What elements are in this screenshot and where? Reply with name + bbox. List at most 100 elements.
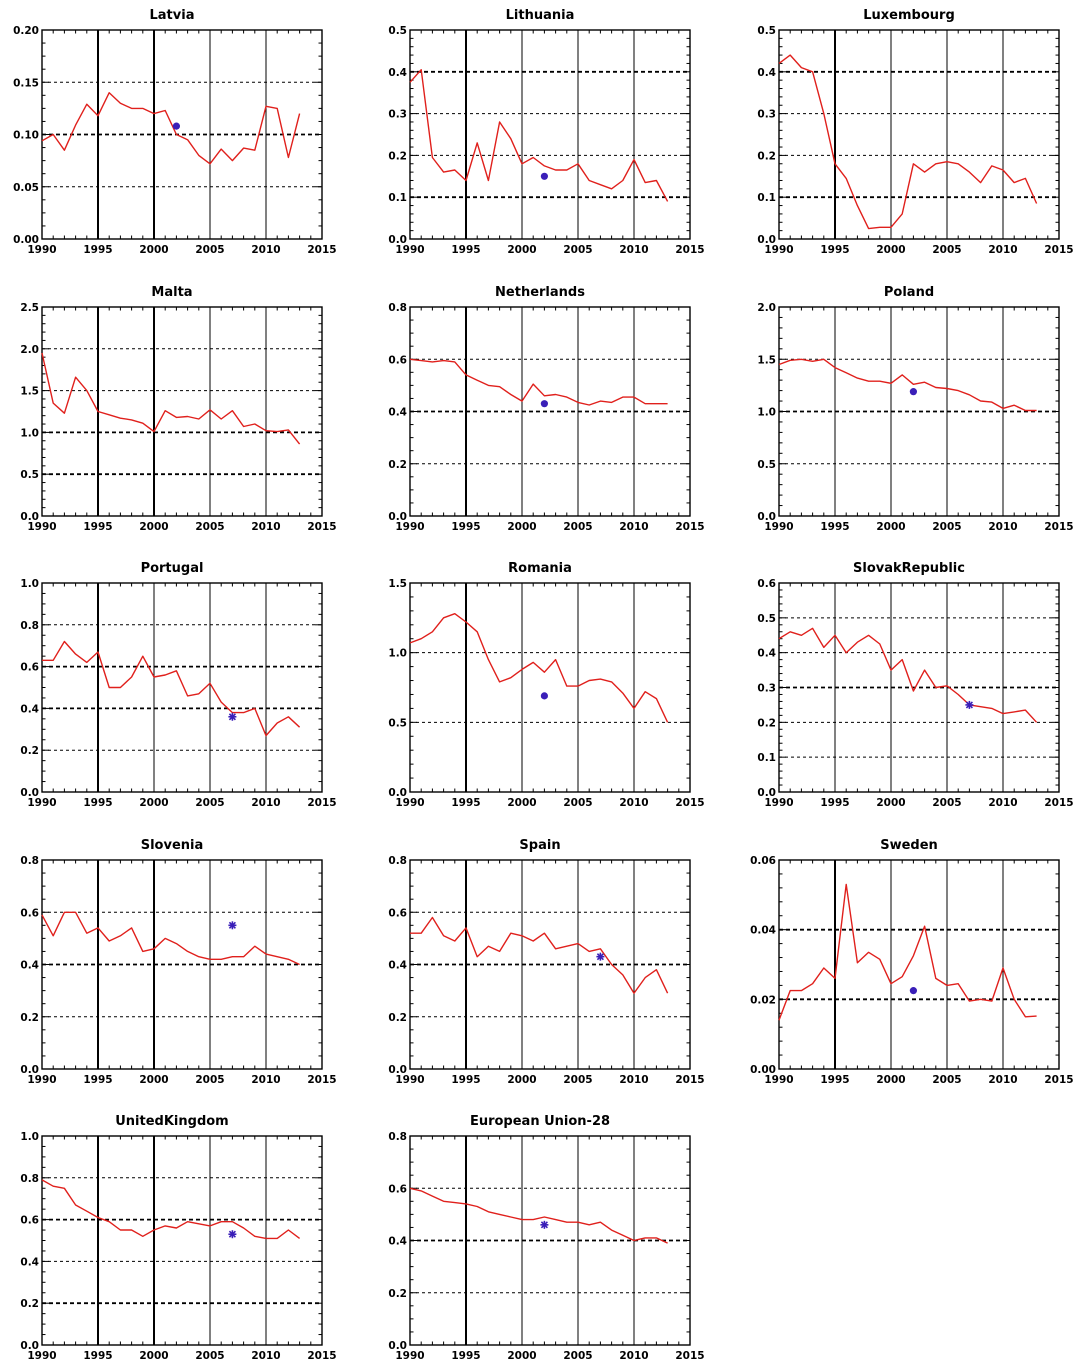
data-marker (596, 952, 605, 961)
y-tick-label: 1.0 (20, 578, 39, 590)
x-tick-label: 2000 (507, 1074, 536, 1086)
x-tick-label: 2005 (195, 797, 224, 809)
y-tick-label: 0.05 (13, 182, 39, 194)
x-tick-label: 2015 (675, 1074, 704, 1086)
y-tick-label: 0.00 (13, 234, 39, 246)
chart-svg: 0.0 0.2 0.4 0.6 0.8 1990 1995 2000 2005 2010 2015 (388, 302, 704, 533)
y-tick-label: 0.5 (388, 717, 407, 729)
plot-frame (41, 1135, 323, 1346)
x-tick-label: 2010 (251, 244, 280, 256)
x-tick-label: 2015 (675, 521, 704, 533)
x-tick-label: 1990 (395, 244, 424, 256)
y-tick-label: 0.6 (20, 662, 39, 674)
y-tick-label: 0.2 (20, 745, 39, 757)
y-tick-label: 0.8 (388, 1131, 407, 1143)
x-tick-label: 2015 (675, 797, 704, 809)
x-tick-label: 1995 (83, 1074, 112, 1086)
x-tick-label: 2005 (932, 521, 961, 533)
y-tick-label: 0.6 (20, 1215, 39, 1227)
x-tick-label: 1995 (451, 797, 480, 809)
x-tick-label: 2015 (307, 521, 336, 533)
chart-title: UnitedKingdom (115, 1114, 229, 1129)
y-tick-label: 0.0 (388, 1064, 407, 1076)
x-tick-label: 1990 (27, 1350, 56, 1362)
y-tick-label: 0.4 (388, 407, 407, 419)
x-tick-label: 1990 (27, 244, 56, 256)
x-tick-label: 2000 (139, 797, 168, 809)
x-tick-label: 1990 (395, 521, 424, 533)
x-tick-label: 1995 (451, 1074, 480, 1086)
y-tick-label: 0.8 (388, 855, 407, 867)
series-line (41, 91, 301, 165)
data-marker (540, 1220, 549, 1229)
chart-title: Romania (508, 561, 572, 576)
plot-frame (41, 582, 323, 793)
chart-panel: Lithuania 0.0 0.1 0.2 0.3 0.4 0.5 1990 1995 2000 2… (370, 8, 710, 258)
y-tick-label: 0.3 (388, 109, 407, 121)
chart-panel: UnitedKingdom 0.0 0.2 0.4 0.6 0.8 1.0 1990 1995 2… (2, 1114, 342, 1364)
x-tick-label: 2000 (139, 244, 168, 256)
x-tick-label: 1990 (27, 521, 56, 533)
y-tick-label: 1.0 (388, 648, 407, 660)
x-tick-label: 2005 (563, 1350, 592, 1362)
y-tick-label: 0.0 (757, 511, 776, 523)
x-tick-label: 2000 (139, 1074, 168, 1086)
chart-svg: 0.00 0.05 0.10 0.15 0.20 1990 1995 2000 2005 2010… (13, 25, 337, 256)
x-tick-label: 2005 (195, 1350, 224, 1362)
plot-frame (778, 29, 1060, 240)
series-line (41, 352, 301, 445)
x-tick-label: 2005 (932, 797, 961, 809)
x-tick-label: 2010 (619, 521, 648, 533)
y-tick-label: 0.02 (750, 994, 776, 1006)
y-tick-label: 0.2 (388, 1288, 407, 1300)
y-tick-label: 0.2 (388, 459, 407, 471)
y-tick-label: 0.8 (20, 855, 39, 867)
y-tick-label: 0.0 (388, 1340, 407, 1352)
chart-title: Netherlands (495, 285, 585, 300)
x-tick-label: 2010 (251, 1350, 280, 1362)
x-tick-label: 2015 (1044, 244, 1073, 256)
x-tick-label: 1995 (451, 521, 480, 533)
chart-title: Sweden (880, 838, 938, 853)
y-tick-label: 0.3 (757, 683, 776, 695)
y-tick-label: 0.1 (757, 192, 776, 204)
chart-title: Spain (519, 838, 561, 853)
x-tick-label: 1995 (451, 244, 480, 256)
series-line (410, 916, 669, 994)
y-tick-label: 0.5 (388, 25, 407, 37)
y-tick-label: 0.6 (757, 578, 776, 590)
data-marker (909, 987, 917, 995)
y-tick-label: 0.04 (750, 925, 776, 937)
y-tick-label: 0.6 (388, 354, 407, 366)
data-marker (228, 1230, 237, 1239)
y-tick-label: 0.4 (20, 1256, 39, 1268)
x-tick-label: 1990 (395, 1074, 424, 1086)
y-tick-label: 0.6 (20, 907, 39, 919)
y-tick-label: 0.2 (388, 150, 407, 162)
y-tick-label: 0.0 (20, 511, 39, 523)
y-tick-label: 1.0 (20, 1131, 39, 1143)
y-tick-label: 0.1 (757, 752, 776, 764)
chart-svg: 0.0 0.2 0.4 0.6 0.8 1.0 1990 1995 2000 2005 2010 20… (20, 578, 336, 809)
chart-panel: Sweden 0.00 0.02 0.04 0.06 1990 1995 2000 2005 20… (739, 838, 1076, 1088)
y-tick-label: 0.1 (388, 192, 407, 204)
x-tick-label: 2010 (619, 1074, 648, 1086)
data-marker (228, 921, 237, 930)
data-marker (540, 172, 548, 180)
y-tick-label: 1.5 (20, 386, 39, 398)
y-tick-label: 0.8 (20, 1173, 39, 1185)
y-tick-label: 0.8 (20, 620, 39, 632)
x-tick-label: 2015 (1044, 1074, 1073, 1086)
data-marker (228, 712, 237, 721)
y-tick-label: 0.2 (20, 1012, 39, 1024)
series-line (409, 613, 669, 723)
y-tick-label: 0.3 (757, 109, 776, 121)
y-tick-label: 0.06 (750, 855, 776, 867)
y-tick-label: 0.2 (757, 150, 776, 162)
data-marker (172, 122, 180, 130)
y-tick-label: 0.15 (13, 77, 39, 89)
series-line (409, 358, 668, 406)
chart-title: Luxembourg (863, 8, 955, 23)
data-marker (909, 388, 917, 396)
chart-title: Poland (883, 285, 935, 300)
